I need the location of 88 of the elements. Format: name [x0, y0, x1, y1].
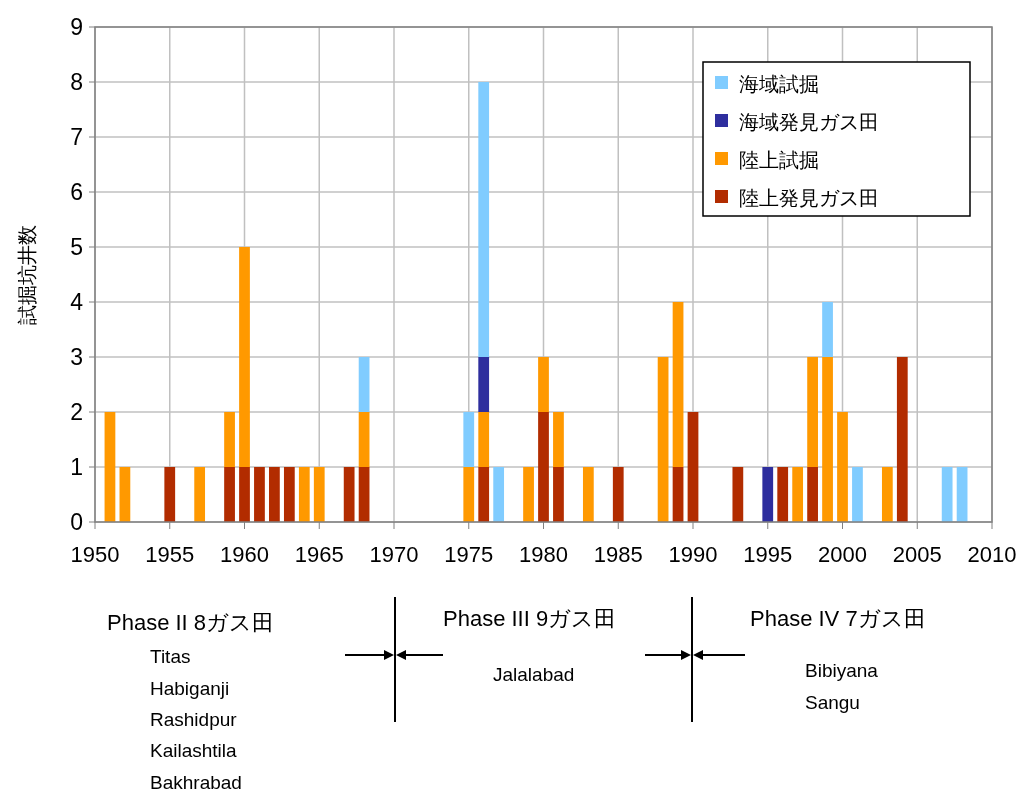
- y-tick-label: 3: [70, 344, 83, 370]
- bar: [538, 412, 549, 522]
- y-tick-label: 0: [70, 509, 83, 535]
- legend-label: 海域試掘: [739, 73, 819, 95]
- x-tick-label: 1960: [220, 542, 269, 567]
- bar: [941, 467, 953, 522]
- bar: [358, 357, 370, 412]
- y-tick-label: 2: [70, 399, 83, 425]
- bar: [553, 467, 564, 522]
- x-tick-label: 1990: [668, 542, 718, 567]
- bar: [896, 357, 908, 522]
- text: Phase IV 7ガス田: [750, 606, 926, 631]
- bar: [313, 467, 325, 522]
- bar: [881, 467, 893, 522]
- x-tick-label: 2000: [818, 542, 867, 567]
- bar: [358, 412, 370, 467]
- bar: [343, 467, 355, 522]
- y-tick-label: 4: [70, 289, 84, 315]
- bar: [807, 357, 818, 467]
- bar: [777, 467, 789, 522]
- x-tick-label: 2010: [967, 542, 1017, 567]
- bar: [822, 302, 833, 357]
- bar: [493, 467, 505, 522]
- text: Bibiyana: [805, 660, 879, 681]
- bar: [792, 467, 804, 522]
- bar: [478, 412, 490, 467]
- bar: [164, 467, 176, 522]
- bar: [837, 412, 848, 522]
- x-tick-label: 1970: [369, 542, 419, 567]
- bar: [732, 467, 744, 522]
- y-tick-label: 1: [70, 454, 83, 480]
- bar: [687, 412, 699, 522]
- bar: [672, 467, 684, 522]
- y-tick-label: 5: [70, 234, 83, 260]
- bar: [762, 467, 774, 522]
- bar: [582, 467, 594, 522]
- text: Bakhrabad: [150, 772, 242, 793]
- bar: [239, 467, 250, 522]
- bar: [463, 412, 475, 467]
- bar: [956, 467, 968, 522]
- text: Jalalabad: [493, 664, 575, 685]
- x-tick-label: 2005: [892, 542, 942, 567]
- text: Habiganji: [150, 678, 230, 699]
- y-axis-title: 試掘坑井数: [16, 224, 38, 325]
- y-tick-label: 8: [70, 69, 83, 95]
- x-tick-label: 1985: [593, 542, 643, 567]
- x-tick-label: 1980: [519, 542, 568, 567]
- bar: [298, 467, 310, 522]
- bar: [358, 467, 370, 522]
- bar: [538, 357, 549, 412]
- bar: [672, 302, 684, 467]
- legend-label: 陸上試掘: [739, 149, 819, 171]
- bar: [553, 412, 564, 467]
- bar: [478, 82, 490, 357]
- bar: [224, 467, 235, 522]
- bar: [478, 357, 490, 412]
- x-tick-label: 1965: [294, 542, 344, 567]
- x-tick-label: 1995: [743, 542, 793, 567]
- x-tick-label: 1950: [70, 542, 120, 567]
- y-tick-label: 9: [70, 14, 83, 40]
- bar: [478, 467, 490, 522]
- bar: [523, 467, 534, 522]
- bar: [254, 467, 265, 522]
- bar: [269, 467, 280, 522]
- bar: [104, 412, 116, 522]
- y-tick-label: 7: [70, 124, 83, 150]
- bar: [807, 467, 818, 522]
- bar: [463, 467, 475, 522]
- bar: [822, 357, 833, 522]
- x-tick-label: 1955: [145, 542, 195, 567]
- bar: [224, 412, 235, 467]
- legend-label: 陸上発見ガス田: [739, 187, 879, 209]
- text: Phase II 8ガス田: [107, 610, 275, 635]
- text: Rashidpur: [150, 709, 238, 730]
- text: Titas: [150, 646, 191, 667]
- text: Sangu: [805, 692, 860, 713]
- text: Phase III 9ガス田: [443, 606, 617, 631]
- y-tick-label: 6: [70, 179, 83, 205]
- bar: [612, 467, 624, 522]
- bar: [657, 357, 669, 522]
- x-tick-label: 1975: [444, 542, 494, 567]
- legend-label: 海域発見ガス田: [739, 111, 879, 133]
- text: Kailashtila: [150, 740, 238, 761]
- bar: [119, 467, 131, 522]
- bar: [239, 247, 250, 467]
- bar: [194, 467, 206, 522]
- bar: [852, 467, 863, 522]
- bar: [283, 467, 295, 522]
